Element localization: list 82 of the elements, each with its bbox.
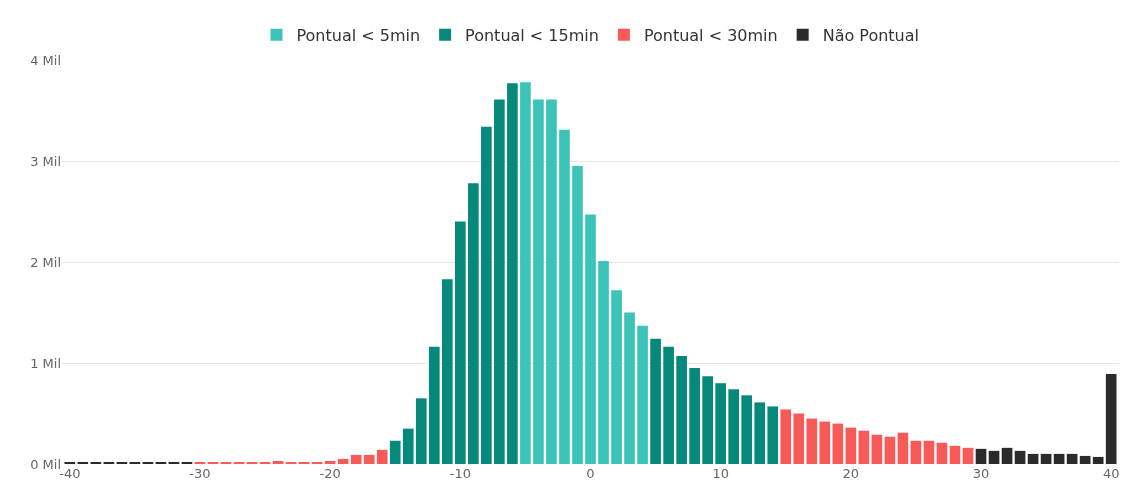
y-tick-label: 1 Mil: [30, 355, 61, 371]
y-tick-label: 0 Mil: [30, 456, 61, 472]
bar: [936, 442, 948, 464]
bar: [363, 454, 375, 464]
bar: [975, 448, 987, 464]
bar: [389, 440, 401, 464]
bar: [767, 406, 779, 464]
bar: [1105, 374, 1117, 464]
x-tick-label: 10: [712, 466, 729, 481]
bar: [376, 449, 388, 464]
bar: [337, 458, 349, 464]
bar: [780, 409, 792, 464]
bar: [1014, 450, 1026, 464]
bar: [598, 260, 609, 464]
x-tick-label: 20: [842, 466, 860, 481]
bar: [507, 83, 518, 464]
bar: [793, 413, 805, 464]
bar: [728, 389, 740, 464]
bar: [832, 423, 844, 464]
bar: [298, 461, 310, 464]
bar: [1079, 455, 1091, 464]
x-tick-label: -10: [449, 466, 471, 481]
bar: [845, 427, 857, 464]
bar: [1040, 453, 1052, 464]
bar: [884, 436, 896, 464]
bar: [481, 126, 492, 464]
bar: [624, 312, 635, 464]
x-tick-label: -30: [189, 466, 211, 481]
bar: [962, 447, 974, 464]
legend-label: Pontual < 15min: [465, 26, 599, 46]
bar: [858, 430, 870, 464]
bar: [402, 428, 414, 464]
bar: [272, 460, 284, 464]
bar: [559, 129, 570, 464]
bar: [494, 99, 505, 464]
y-tick-label: 4 Mil: [30, 52, 61, 68]
bar: [533, 99, 544, 464]
bar: [897, 432, 909, 464]
bar: [715, 383, 727, 464]
bar: [806, 418, 818, 464]
bar: [910, 440, 922, 464]
bar: [949, 445, 961, 464]
bar: [585, 214, 596, 464]
bar: [454, 221, 466, 464]
bar: [520, 82, 531, 464]
bar: [637, 325, 648, 464]
legend-label: Pontual < 30min: [643, 26, 778, 46]
bar: [1066, 453, 1078, 464]
bar: [611, 290, 622, 464]
bar: [663, 346, 674, 464]
x-tick-label: 30: [972, 466, 990, 481]
bar: [1053, 453, 1065, 464]
bar: [324, 460, 336, 464]
y-tick-label: 2 Mil: [30, 254, 61, 270]
bar: [1027, 453, 1039, 464]
bar: [702, 376, 713, 464]
bar: [468, 183, 479, 464]
bar: [819, 421, 831, 464]
x-tick-label: -40: [59, 466, 81, 481]
bar: [650, 338, 661, 464]
bar: [415, 398, 427, 464]
x-tick-label: -20: [319, 466, 341, 481]
x-tick-label: 0: [586, 466, 595, 481]
y-tick-label: 3 Mil: [30, 153, 61, 169]
bar: [441, 279, 453, 464]
bar: [350, 454, 362, 464]
bar: [546, 99, 557, 464]
bar: [1001, 447, 1013, 464]
bar: [428, 346, 440, 464]
bar: [572, 166, 583, 464]
bar: [754, 402, 766, 464]
bar: [689, 368, 700, 464]
bar: [311, 461, 323, 464]
legend-label: Não Pontual: [822, 26, 919, 46]
legend-label: Pontual < 5min: [296, 26, 421, 46]
bar: [988, 450, 1000, 464]
x-tick-label: 40: [1102, 466, 1120, 481]
bar: [1092, 456, 1104, 464]
bar: [871, 434, 883, 464]
bar: [741, 395, 753, 464]
bar: [676, 355, 687, 464]
bar: [923, 440, 935, 464]
